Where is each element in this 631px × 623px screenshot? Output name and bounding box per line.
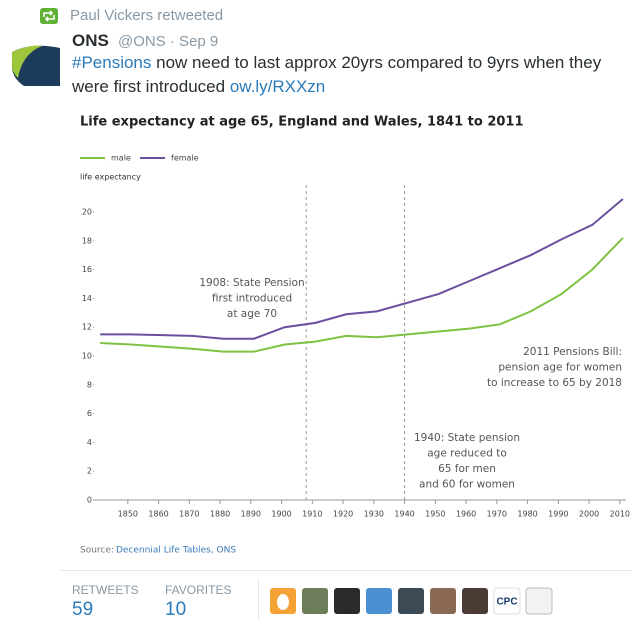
annotation: 1940: State pension — [414, 432, 520, 444]
chart: Life expectancy at age 65, England and W… — [80, 115, 630, 556]
avatar-egg — [277, 594, 289, 610]
annotation: and 60 for women — [419, 479, 515, 491]
x-tick-label: 1980 — [517, 510, 537, 519]
x-tick-label: 1990 — [548, 510, 568, 519]
divider — [60, 570, 631, 571]
x-tick-label: 1900 — [271, 510, 291, 519]
chart-title: Life expectancy at age 65, England and W… — [80, 115, 524, 130]
series-line — [100, 198, 624, 340]
avatar[interactable] — [462, 588, 488, 614]
avatar[interactable] — [525, 587, 553, 615]
tweet-text: were first introduced ow.ly/RXXzn — [72, 77, 325, 97]
text-line: were first introduced — [72, 77, 226, 96]
retweet-icon — [40, 8, 58, 24]
annotation: 2011 Pensions Bill: — [523, 346, 622, 358]
avatar[interactable] — [366, 588, 392, 614]
x-tick-label: 1930 — [364, 510, 384, 519]
annotation: at age 70 — [227, 308, 277, 320]
x-tick-label: 1960 — [456, 510, 476, 519]
y-axis-label: life expectancy — [80, 173, 141, 182]
handle-date[interactable]: @ONS · Sep 9 — [118, 33, 219, 50]
avatar[interactable] — [398, 588, 424, 614]
retweets-count[interactable]: 59 — [72, 599, 94, 620]
annotation: 1908: State Pension — [199, 277, 304, 289]
x-tick-label: 1940 — [394, 510, 414, 519]
text-line: now need to last approx 20yrs compared t… — [156, 53, 602, 72]
divider — [258, 578, 259, 620]
annotation: age reduced to — [427, 448, 507, 460]
legend-label: male — [111, 154, 131, 163]
y-tick-label: 14 — [82, 294, 92, 303]
source[interactable]: Decennial Life Tables, ONS — [116, 546, 236, 556]
x-tick-label: 1870 — [179, 510, 199, 519]
y-tick-label: 2 — [87, 467, 92, 476]
y-tick-label: 4 — [87, 438, 92, 447]
author-name[interactable]: ONS — [72, 31, 109, 50]
y-tick-label: 8 — [87, 380, 92, 389]
x-tick-label: 2010 — [610, 510, 630, 519]
x-tick-label: 1970 — [487, 510, 507, 519]
favorites-count[interactable]: 10 — [165, 599, 187, 620]
x-tick-label: 1890 — [241, 510, 261, 519]
x-tick-label: 1950 — [425, 510, 445, 519]
avatar-label: CPC — [496, 597, 517, 608]
avatar-row: CPC — [270, 587, 553, 615]
y-tick-label: 18 — [82, 236, 92, 245]
retweeted-by[interactable]: Paul Vickers retweeted — [70, 7, 224, 24]
annotation: 65 for men — [438, 463, 496, 475]
y-tick-label: 10 — [82, 352, 92, 361]
annotation: to increase to 65 by 2018 — [487, 377, 622, 389]
x-tick-label: 1880 — [210, 510, 230, 519]
tweet-text: #Pensions now need to last approx 20yrs … — [72, 53, 601, 73]
favorites-label[interactable]: FAVORITES — [165, 583, 232, 597]
annotation: pension age for women — [498, 362, 622, 374]
link[interactable]: ow.ly/RXXzn — [229, 77, 326, 96]
y-tick-label: 16 — [82, 265, 92, 274]
x-tick-label: 1920 — [333, 510, 353, 519]
annotation: first introduced — [212, 293, 292, 305]
avatar[interactable] — [12, 38, 60, 86]
avatar[interactable] — [302, 588, 328, 614]
avatar[interactable] — [430, 588, 456, 614]
x-tick-label: 1850 — [118, 510, 138, 519]
legend-label: female — [171, 154, 199, 163]
y-tick-label: 0 — [87, 496, 92, 505]
hashtag[interactable]: #Pensions — [72, 53, 152, 72]
x-tick-label: 1910 — [302, 510, 322, 519]
retweets-label[interactable]: RETWEETS — [72, 583, 139, 597]
source-label: Source: — [80, 546, 114, 556]
x-tick-label: 2000 — [579, 510, 599, 519]
x-tick-label: 1860 — [148, 510, 168, 519]
y-tick-label: 20 — [82, 208, 92, 217]
y-tick-label: 12 — [82, 323, 92, 332]
series-line — [100, 237, 624, 353]
avatar[interactable] — [493, 587, 521, 615]
avatar[interactable] — [334, 588, 360, 614]
y-tick-label: 6 — [87, 409, 92, 418]
